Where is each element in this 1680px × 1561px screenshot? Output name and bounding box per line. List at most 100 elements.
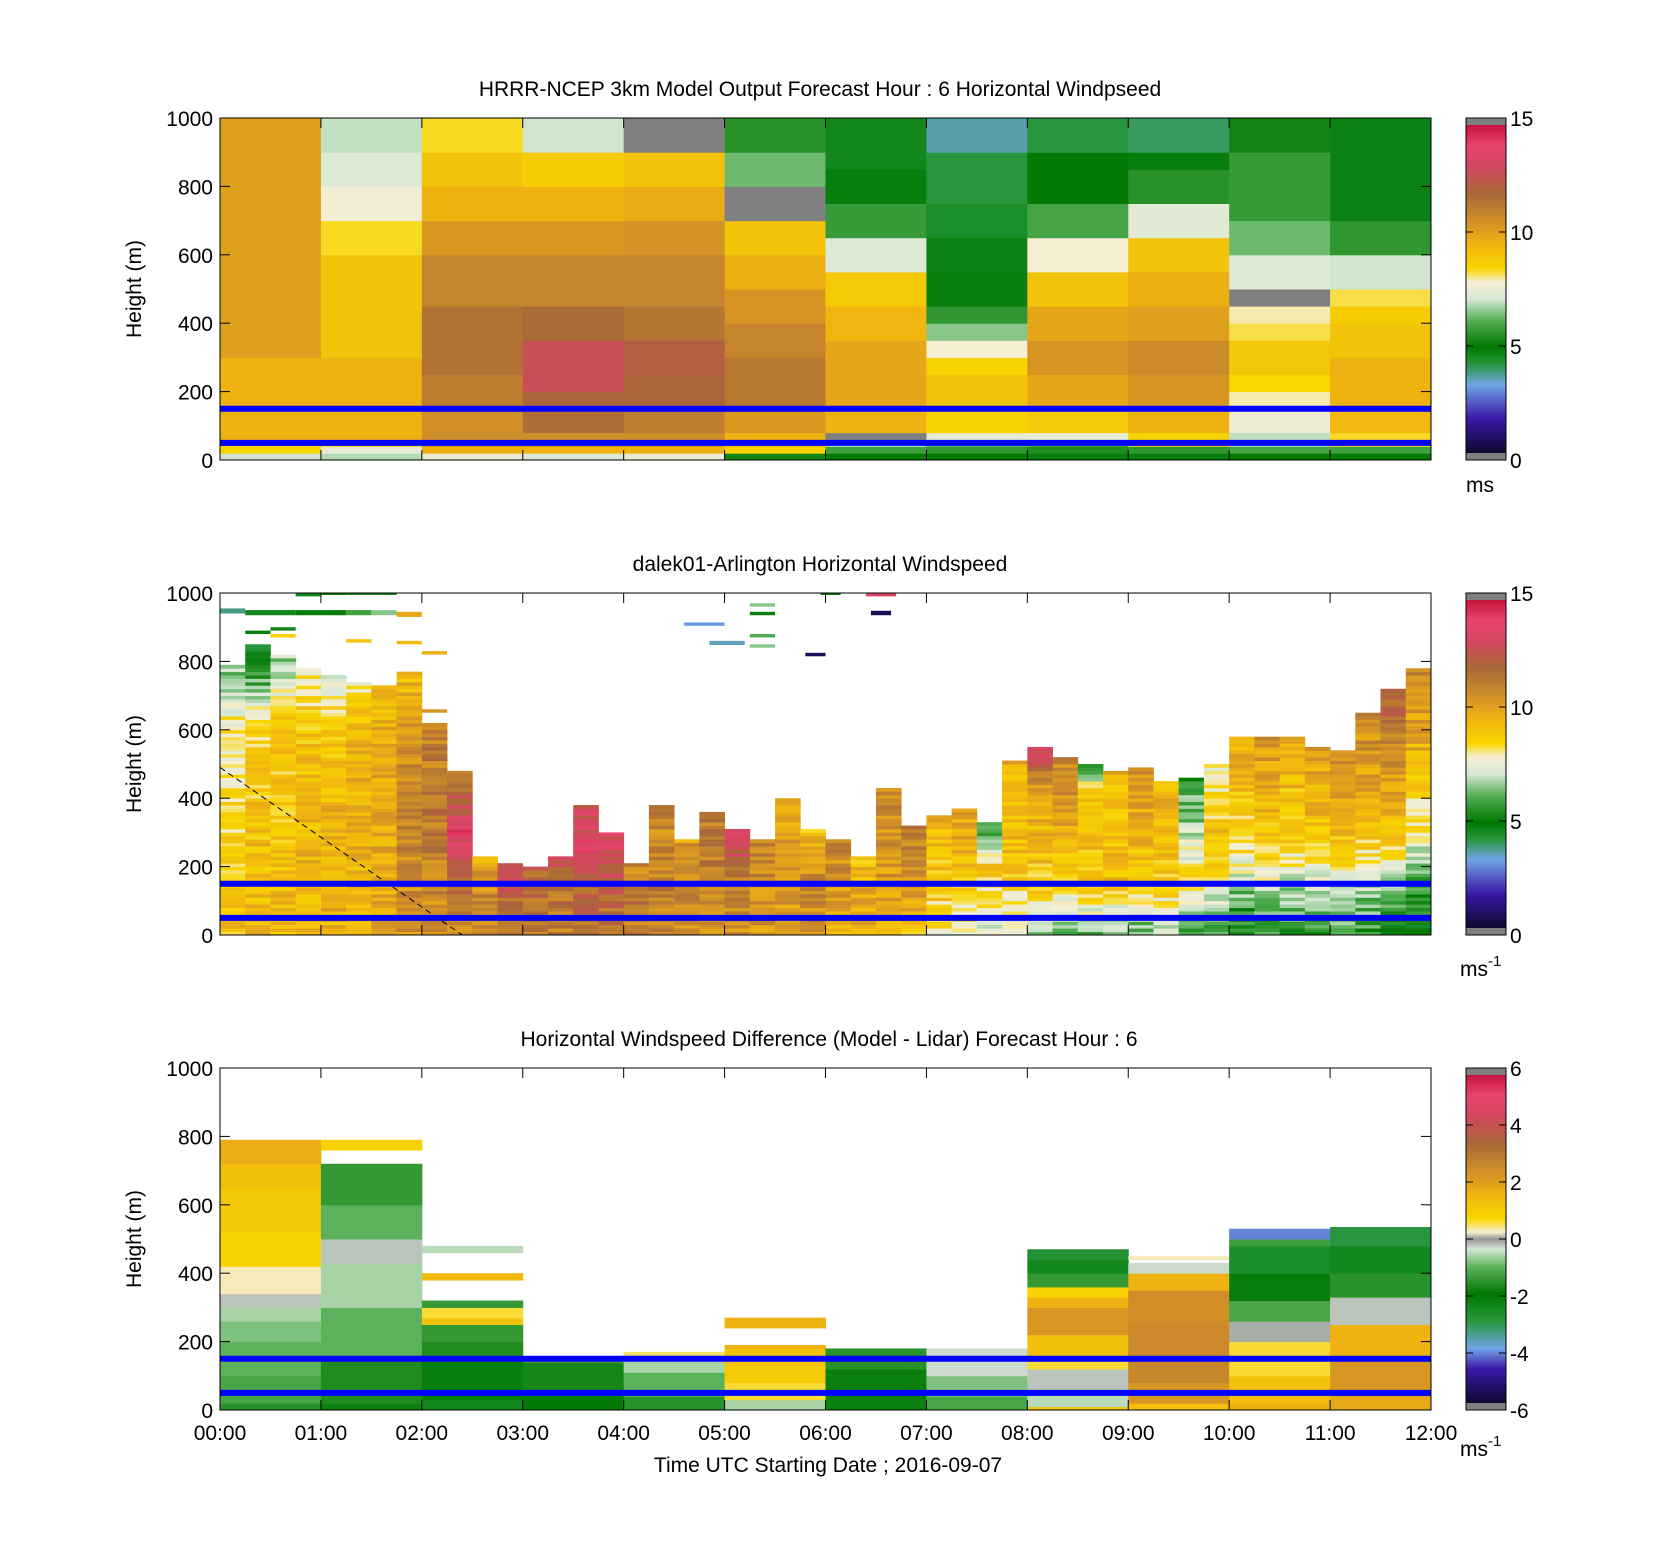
lidar-cell (472, 911, 498, 915)
lidar-cell (447, 904, 473, 909)
lidar-cell (976, 893, 1003, 898)
heatmap-cell (1128, 237, 1230, 273)
lidar-cell (724, 842, 751, 847)
lidar-cell (421, 770, 448, 775)
lidar-cell (1128, 805, 1154, 809)
lidar-cell (1279, 764, 1306, 768)
lidar-cell (245, 835, 271, 840)
lidar-cell (1052, 856, 1079, 861)
lidar-cell (648, 856, 675, 861)
heatmap-cell (220, 1187, 322, 1233)
lidar-cell (1355, 712, 1381, 717)
lidar-cell (472, 856, 498, 861)
lidar-cell (1027, 846, 1053, 850)
lidar-cell (220, 887, 246, 891)
lidar-cell (245, 736, 271, 741)
lidar-cell (320, 828, 347, 833)
lidar-cell (1052, 924, 1079, 929)
lidar-cell (245, 705, 271, 710)
lidar-cell (951, 921, 978, 926)
lidar-cell (245, 832, 271, 837)
lidar-cell (1405, 695, 1432, 700)
lidar-cell (1203, 890, 1230, 895)
lidar-cell (396, 856, 423, 861)
lidar-cell (749, 859, 776, 864)
lidar-cell (1355, 904, 1381, 909)
lidar-cell (1077, 856, 1104, 861)
lidar-cell (1254, 784, 1281, 789)
lidar-cell (1052, 828, 1079, 833)
lidar-cell (220, 794, 246, 799)
heatmap-cell (220, 1139, 322, 1165)
colorbar-tick-label: 2 (1510, 1172, 1522, 1195)
heatmap-cell (421, 306, 524, 375)
lidar-cell (648, 818, 675, 823)
lidar-cell (573, 907, 599, 912)
lidar-cell (320, 866, 347, 871)
lidar-cell (220, 757, 246, 761)
lidar-cell (245, 808, 271, 813)
lidar-cell (270, 870, 297, 874)
lidar-cell (951, 863, 978, 867)
lidar-cell (421, 931, 448, 936)
lidar-cell (220, 750, 246, 755)
lidar-cell (1304, 873, 1331, 878)
lidar-cell (1178, 822, 1205, 826)
lidar-cell (1279, 832, 1306, 837)
lidar-cell (775, 928, 801, 932)
lidar-cell (1027, 791, 1053, 796)
lidar-cell (1279, 873, 1306, 878)
lidar-cell (1330, 846, 1356, 850)
lidar-cell (1355, 767, 1381, 772)
lidar-cell (245, 859, 271, 864)
lidar-cell (674, 904, 700, 909)
lidar-cell (1279, 825, 1306, 830)
lidar-cell (320, 924, 347, 929)
lidar-cell (1380, 688, 1407, 693)
lidar-cell (1304, 921, 1331, 926)
lidar-cell (220, 791, 246, 796)
lidar-cell (371, 931, 398, 936)
heatmap-cell (1229, 391, 1331, 410)
lidar-cell (295, 746, 322, 751)
lidar-cell (699, 863, 725, 867)
lidar-cell (648, 897, 675, 902)
lidar-cell (1254, 825, 1281, 830)
lidar-cell (346, 907, 372, 912)
lidar-cell (1355, 736, 1381, 741)
heatmap-cell (1330, 446, 1432, 454)
lidar-cell (674, 846, 700, 850)
lidar-cell (598, 842, 625, 847)
lidar-cell (1405, 746, 1432, 751)
heatmap-cell (1330, 1245, 1432, 1274)
lidar-cell (245, 822, 271, 826)
lidar-cell (245, 767, 271, 772)
lidar-cell (1330, 928, 1356, 932)
lidar-cell (421, 808, 448, 813)
lidar-cell (1229, 760, 1255, 765)
lidar-cell (371, 815, 398, 820)
lidar-cell (220, 828, 246, 833)
lidar-cell (270, 842, 297, 847)
lidar-cell (775, 839, 801, 844)
lidar-cell (1077, 866, 1104, 871)
lidar-cell (749, 873, 776, 878)
lidar-cell (220, 702, 246, 707)
lidar-cell (699, 876, 725, 881)
lidar-cell (1380, 904, 1407, 909)
lidar-cell (1077, 890, 1104, 895)
lidar-cell (1405, 692, 1432, 696)
lidar-cell (1002, 832, 1028, 837)
lidar-cell (295, 859, 322, 864)
lidar-cell (901, 863, 927, 867)
lidar-cell (270, 873, 297, 878)
lidar-cell (1279, 921, 1306, 926)
lidar-cell (1103, 781, 1129, 785)
lidar-cell (875, 835, 902, 840)
lidar-cell (447, 811, 473, 816)
lidar-cell (220, 688, 246, 693)
lidar-cell (220, 770, 246, 775)
lidar-cell (1103, 870, 1129, 874)
lidar-cell (1405, 873, 1432, 878)
lidar-cell (648, 808, 675, 813)
